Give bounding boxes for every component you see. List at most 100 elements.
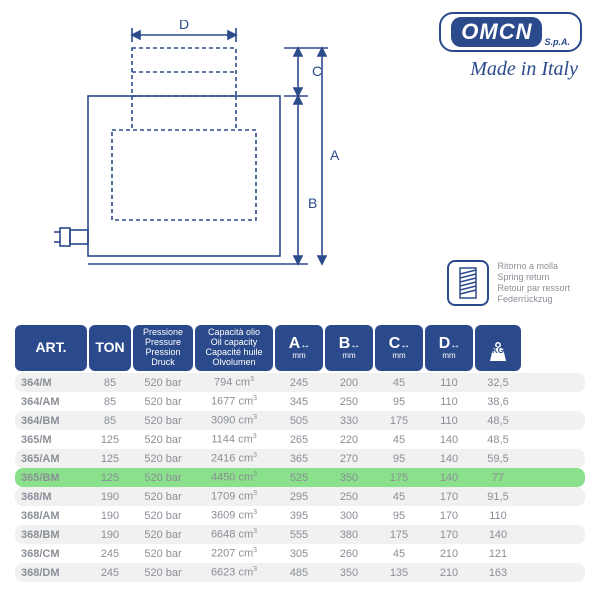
cell-b: 350 — [325, 472, 373, 484]
cell-ton: 125 — [89, 453, 131, 465]
cell-a: 345 — [275, 396, 323, 408]
cell-ton: 190 — [89, 491, 131, 503]
cell-c: 95 — [375, 396, 423, 408]
table-row: 364/M85520 bar794 cm32452004511032,5 — [15, 373, 585, 392]
cell-b: 380 — [325, 529, 373, 541]
spring-label-it: Ritorno a molla — [497, 261, 570, 272]
cell-c: 45 — [375, 548, 423, 560]
cell-kg: 163 — [475, 567, 521, 579]
cell-a: 555 — [275, 529, 323, 541]
cell-kg: 48,5 — [475, 415, 521, 427]
th-pres-3: Druck — [151, 358, 175, 368]
cell-ton: 85 — [89, 415, 131, 427]
cell-d: 140 — [425, 434, 473, 446]
cell-c: 45 — [375, 434, 423, 446]
spec-table: ART. TON Pressione Pressure Pression Dru… — [15, 325, 585, 582]
cell-ton: 85 — [89, 396, 131, 408]
cell-ton: 245 — [89, 567, 131, 579]
th-kg: KG — [475, 325, 521, 371]
cell-a: 245 — [275, 377, 323, 389]
technical-diagram: D C — [40, 20, 340, 290]
cell-c: 175 — [375, 415, 423, 427]
cell-kg: 48,5 — [475, 434, 521, 446]
table-header: ART. TON Pressione Pressure Pression Dru… — [15, 325, 585, 371]
table-body: 364/M85520 bar794 cm32452004511032,5364/… — [15, 373, 585, 582]
cell-oil: 3609 cm3 — [195, 509, 273, 522]
cell-oil: 1144 cm3 — [195, 433, 273, 446]
brand-logo: OMCN S.p.A. — [439, 12, 582, 52]
cell-b: 260 — [325, 548, 373, 560]
cell-pres: 520 bar — [133, 491, 193, 503]
cell-art: 368/M — [15, 491, 87, 503]
cell-d: 110 — [425, 377, 473, 389]
cell-kg: 110 — [475, 510, 521, 522]
cell-b: 330 — [325, 415, 373, 427]
cell-art: 364/BM — [15, 415, 87, 427]
cell-pres: 520 bar — [133, 415, 193, 427]
cell-c: 135 — [375, 567, 423, 579]
cell-kg: 140 — [475, 529, 521, 541]
svg-text:D: D — [179, 20, 189, 32]
table-row: 364/AM85520 bar1677 cm33452509511038,6 — [15, 392, 585, 411]
cell-c: 95 — [375, 453, 423, 465]
logo-suffix: S.p.A. — [544, 37, 570, 47]
cell-pres: 520 bar — [133, 529, 193, 541]
table-row: 368/DM245520 bar6623 cm3485350135210163 — [15, 563, 585, 582]
cell-c: 45 — [375, 377, 423, 389]
cell-oil: 2207 cm3 — [195, 547, 273, 560]
cell-kg: 77 — [475, 472, 521, 484]
cell-b: 350 — [325, 567, 373, 579]
table-row: 365/AM125520 bar2416 cm33652709514059,5 — [15, 449, 585, 468]
cell-oil: 1709 cm3 — [195, 490, 273, 503]
spring-label-de: Federrückzug — [497, 294, 570, 305]
cell-oil: 3090 cm3 — [195, 414, 273, 427]
th-ton: TON — [89, 325, 131, 371]
table-row: 365/M125520 bar1144 cm32652204514048,5 — [15, 430, 585, 449]
cell-c: 45 — [375, 491, 423, 503]
cell-art: 365/M — [15, 434, 87, 446]
cell-c: 175 — [375, 529, 423, 541]
cell-d: 170 — [425, 491, 473, 503]
cell-kg: 32,5 — [475, 377, 521, 389]
cell-d: 140 — [425, 453, 473, 465]
cell-pres: 520 bar — [133, 567, 193, 579]
cell-oil: 2416 cm3 — [195, 452, 273, 465]
th-dim-d: D↔mm — [425, 325, 473, 371]
cell-d: 170 — [425, 529, 473, 541]
cell-a: 365 — [275, 453, 323, 465]
th-ton-label: TON — [95, 340, 124, 355]
th-art: ART. — [15, 325, 87, 371]
cell-a: 295 — [275, 491, 323, 503]
table-row: 368/CM245520 bar2207 cm330526045210121 — [15, 544, 585, 563]
cell-ton: 125 — [89, 472, 131, 484]
table-row: 368/AM190520 bar3609 cm339530095170110 — [15, 506, 585, 525]
cell-art: 368/DM — [15, 567, 87, 579]
cell-a: 265 — [275, 434, 323, 446]
cell-pres: 520 bar — [133, 453, 193, 465]
cell-d: 110 — [425, 396, 473, 408]
cell-art: 368/CM — [15, 548, 87, 560]
cell-kg: 121 — [475, 548, 521, 560]
th-pressure: Pressione Pressure Pression Druck — [133, 325, 193, 371]
th-dim-b: B↔mm — [325, 325, 373, 371]
cell-pres: 520 bar — [133, 377, 193, 389]
cell-oil: 1677 cm3 — [195, 395, 273, 408]
cell-ton: 85 — [89, 377, 131, 389]
cell-a: 485 — [275, 567, 323, 579]
spring-label-en: Spring return — [497, 272, 570, 283]
cell-art: 368/AM — [15, 510, 87, 522]
cell-b: 200 — [325, 377, 373, 389]
cell-art: 365/BM — [15, 472, 87, 484]
table-row: 368/M190520 bar1709 cm32952504517091,5 — [15, 487, 585, 506]
spring-label-fr: Retour par ressort — [497, 283, 570, 294]
cell-oil: 4450 cm3 — [195, 471, 273, 484]
svg-text:C: C — [312, 63, 322, 79]
brand-area: OMCNS.p.A. Made in Italy — [439, 12, 582, 81]
cell-d: 110 — [425, 415, 473, 427]
cell-c: 95 — [375, 510, 423, 522]
cell-kg: 59,5 — [475, 453, 521, 465]
logo-text: OMCN — [461, 19, 532, 44]
cell-b: 270 — [325, 453, 373, 465]
cell-d: 140 — [425, 472, 473, 484]
cell-kg: 91,5 — [475, 491, 521, 503]
